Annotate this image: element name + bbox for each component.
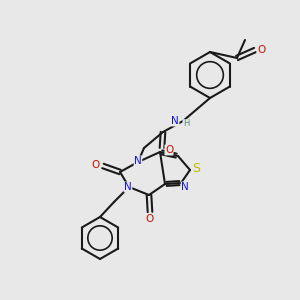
Text: N: N	[171, 116, 179, 126]
Text: O: O	[146, 214, 154, 224]
Text: O: O	[165, 145, 173, 155]
Text: H: H	[183, 119, 189, 128]
Text: S: S	[192, 163, 200, 176]
Text: O: O	[257, 45, 265, 55]
Text: O: O	[92, 160, 100, 170]
Text: N: N	[181, 182, 189, 192]
Text: N: N	[124, 182, 132, 192]
Text: N: N	[134, 156, 142, 166]
